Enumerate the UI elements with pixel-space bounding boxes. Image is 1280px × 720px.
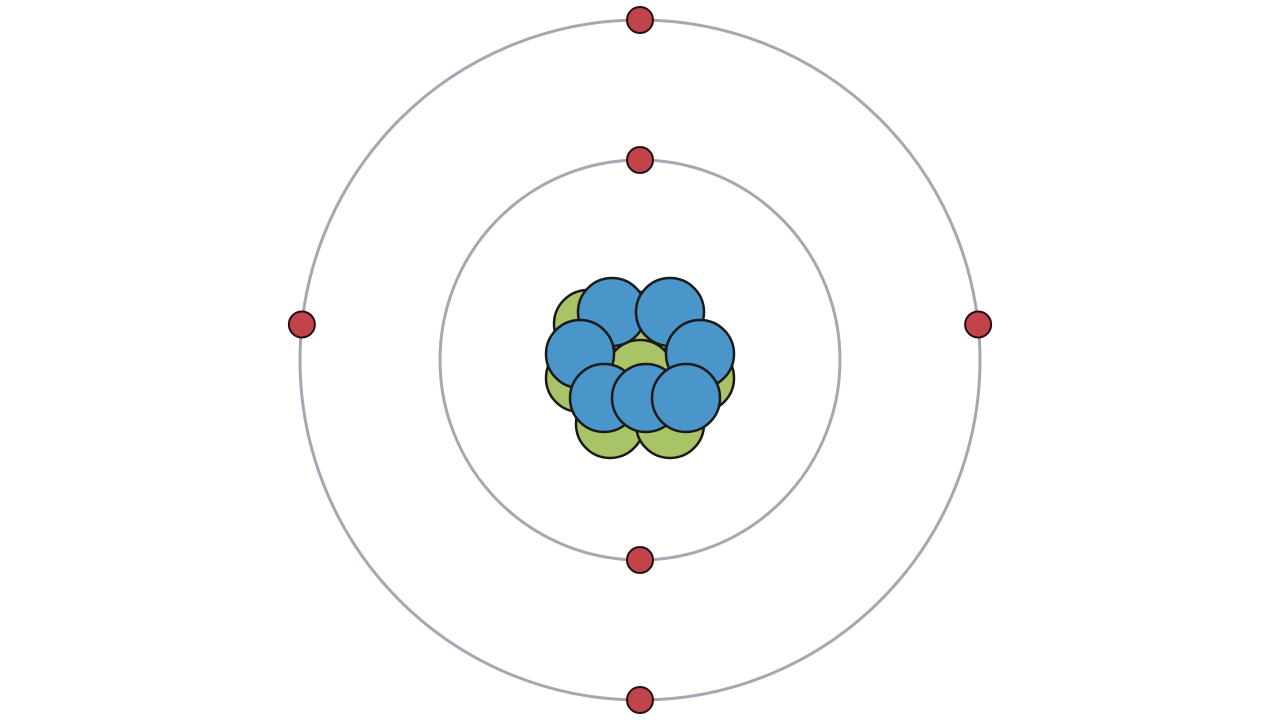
electron	[627, 547, 653, 573]
electron	[627, 687, 653, 713]
electron	[965, 311, 991, 337]
electron	[627, 147, 653, 173]
proton-particle	[652, 364, 720, 432]
electron	[289, 311, 315, 337]
atom-diagram	[0, 0, 1280, 720]
nucleus	[546, 278, 734, 458]
electron	[627, 7, 653, 33]
